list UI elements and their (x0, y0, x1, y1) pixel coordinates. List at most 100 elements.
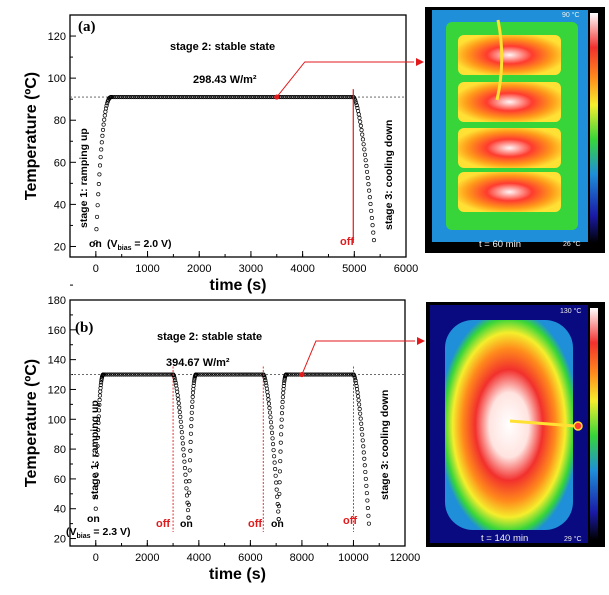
data-point (276, 504, 282, 509)
data-point (145, 95, 150, 100)
panel-b-off-label-3: off (343, 515, 357, 527)
callout-b-line (301, 340, 415, 375)
thermal-image-b-caption: t = 140 min (481, 533, 528, 544)
data-point (315, 372, 321, 377)
callout-b-arrowhead (417, 337, 425, 345)
data-point (303, 95, 308, 100)
data-point (323, 95, 328, 100)
data-point (351, 372, 356, 377)
data-point (119, 95, 124, 100)
data-point (97, 172, 102, 177)
thermal-image-b-plate (445, 320, 573, 530)
data-point (261, 95, 266, 100)
data-point (247, 372, 252, 377)
data-point (175, 393, 180, 398)
data-point (187, 490, 192, 495)
y-tick-label: 60 (54, 474, 66, 486)
data-point (331, 95, 336, 100)
panel-a-stage3-label: stage 3: cooling down (383, 120, 395, 230)
thermal-image-a-strip-2 (458, 82, 561, 122)
data-point (281, 95, 286, 100)
data-point (281, 383, 286, 388)
panel-b-curve (93, 371, 371, 526)
data-point (238, 372, 243, 377)
x-tick-label: 4000 (290, 263, 314, 275)
data-point (365, 498, 370, 503)
panel-b-on-label-3: on (271, 518, 284, 530)
x-tick-label: 2000 (135, 552, 159, 564)
data-point (356, 398, 361, 403)
data-point (181, 95, 186, 100)
data-point (257, 372, 262, 377)
data-point (257, 95, 262, 100)
data-point (228, 372, 233, 377)
data-point (361, 450, 366, 455)
data-point (191, 380, 196, 386)
data-point (313, 95, 318, 100)
data-point (297, 95, 302, 100)
data-point (139, 95, 144, 100)
data-point (133, 372, 138, 377)
data-point (165, 95, 170, 100)
y-tick-label: 100 (48, 73, 66, 85)
y-tick-label: 140 (48, 355, 66, 367)
data-point (182, 466, 187, 471)
data-point (183, 479, 189, 484)
data-point (356, 112, 361, 117)
data-point (367, 188, 372, 193)
x-tick-label: 0 (93, 552, 99, 564)
data-point (276, 509, 281, 514)
data-point (195, 95, 200, 100)
data-point (103, 106, 109, 111)
data-point (280, 399, 285, 405)
data-point (180, 441, 185, 446)
data-point (98, 155, 103, 160)
x-tick-label: 2000 (187, 263, 211, 275)
thermal-image-b-colorbar (590, 308, 598, 540)
data-point (222, 372, 227, 377)
data-point (321, 95, 326, 100)
panel-a-vbias-text: (Vbias = 2.0 V) (107, 238, 172, 252)
data-point (359, 421, 364, 426)
data-point (276, 517, 281, 522)
data-point (269, 425, 274, 430)
panel-b-power-value: 394.67 W/m² (166, 357, 230, 369)
data-point (295, 95, 300, 100)
data-point (123, 372, 128, 377)
data-point (240, 372, 246, 377)
data-point (356, 394, 361, 399)
data-point (189, 424, 194, 429)
data-point (323, 372, 328, 377)
data-point (207, 95, 212, 100)
data-point (139, 372, 144, 377)
thermal-image-b-min-label: 29 °C (564, 535, 582, 543)
data-point (358, 123, 363, 128)
data-point (267, 410, 273, 415)
data-point (277, 480, 282, 485)
data-point (280, 405, 285, 410)
data-point (198, 372, 203, 377)
y-tick-label: 80 (54, 444, 66, 456)
data-point (224, 372, 229, 377)
data-point (96, 414, 101, 419)
data-point (277, 469, 282, 474)
data-point (167, 372, 172, 377)
data-point (149, 372, 154, 377)
data-point (364, 491, 369, 496)
data-point (267, 95, 272, 100)
data-point (355, 390, 360, 395)
data-point (187, 479, 192, 484)
data-point (189, 410, 194, 415)
data-point (125, 372, 130, 377)
data-point (253, 95, 258, 100)
x-tick-label: 10000 (338, 552, 369, 564)
data-point (335, 95, 340, 100)
data-point (191, 383, 196, 388)
panel-b: 0 2000 4000 6000 8000 10000 12000 20 40 60 80 100 12… (23, 284, 420, 583)
data-point (178, 414, 183, 419)
data-point (179, 430, 184, 435)
data-point (163, 372, 168, 377)
data-point (100, 127, 106, 132)
data-point (94, 472, 99, 477)
data-point (278, 449, 283, 454)
